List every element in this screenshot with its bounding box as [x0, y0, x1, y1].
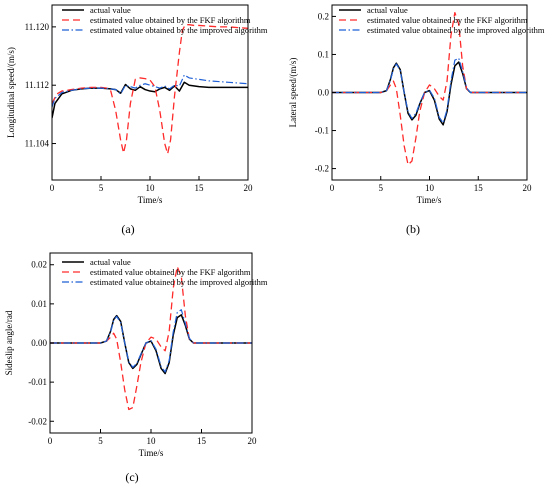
- legend-label-actual: actual value: [90, 257, 131, 267]
- legend-label-improved: estimated value obtained by the improved…: [90, 25, 268, 35]
- x-tick-label: 5: [379, 183, 384, 193]
- x-tick-label: 10: [425, 183, 435, 193]
- legend-label-improved: estimated value obtained by the improved…: [90, 277, 268, 287]
- y-axis-label: Sideslip angle/rad: [4, 310, 14, 375]
- legend-label-fkf: estimated value obtained by the FKF algo…: [367, 15, 528, 25]
- series-line-improved: [332, 57, 527, 124]
- series-line-improved: [52, 74, 248, 108]
- chart-panel-2: 0 5 10 15 20 -0.2 -0.1 0.0 0.1 0.2 Time/s Lateral s…: [288, 4, 545, 236]
- x-tick-label: 5: [99, 183, 104, 193]
- x-tick-label: 20: [244, 183, 254, 193]
- y-tick-label: 11.104: [25, 139, 50, 149]
- y-tick-label: -0.01: [28, 377, 47, 387]
- panel-label: (a): [121, 222, 134, 236]
- x-tick-label: 5: [98, 436, 103, 446]
- chart-panel-3: 0 5 10 15 20 -0.02 -0.01 0.00 0.01 0.02 Time/s Side…: [4, 252, 268, 484]
- y-tick-label: 0.02: [31, 260, 47, 270]
- x-tick-label: 15: [474, 183, 484, 193]
- series-line-fkf: [50, 266, 252, 411]
- chart-panel-1: 0 5 10 15 20 11.104 11.112 11.120 Time/s Longitud…: [6, 4, 268, 236]
- x-tick-label: 0: [48, 436, 53, 446]
- x-tick-label: 15: [195, 183, 205, 193]
- x-axis-label: Time/s: [417, 195, 442, 205]
- x-axis-label: Time/s: [139, 448, 164, 458]
- y-tick-label: 0.00: [31, 338, 47, 348]
- series-line-actual: [332, 61, 527, 126]
- y-tick-label: 0.1: [318, 49, 329, 59]
- x-tick-label: 10: [147, 436, 157, 446]
- series-line-improved: [50, 309, 252, 373]
- legend-label-actual: actual value: [367, 5, 408, 15]
- y-tick-label: -0.1: [315, 126, 329, 136]
- x-axis-label: Time/s: [138, 195, 163, 205]
- legend-label-fkf: estimated value obtained by the FKF algo…: [90, 15, 251, 25]
- y-axis-label: Lateral speed/(m/s): [288, 58, 298, 128]
- series-line-actual: [50, 314, 252, 375]
- x-tick-label: 10: [146, 183, 156, 193]
- panel-label: (c): [125, 470, 138, 484]
- panel-label: (b): [406, 222, 420, 236]
- y-tick-label: 0.2: [318, 11, 329, 21]
- legend-label-actual: actual value: [90, 5, 131, 15]
- x-tick-label: 20: [523, 183, 533, 193]
- y-tick-label: 0.0: [318, 88, 330, 98]
- series-line-fkf: [332, 11, 527, 166]
- x-tick-label: 0: [330, 183, 335, 193]
- legend-label-fkf: estimated value obtained by the FKF algo…: [90, 267, 251, 277]
- y-tick-label: 0.01: [31, 299, 47, 309]
- y-tick-label: 11.112: [25, 80, 49, 90]
- x-tick-label: 15: [197, 436, 207, 446]
- x-tick-label: 0: [50, 183, 55, 193]
- y-axis-label: Longitudinal speed/(m/s): [6, 47, 16, 138]
- legend-label-improved: estimated value obtained by the improved…: [367, 25, 545, 35]
- y-tick-label: -0.02: [28, 416, 47, 426]
- y-tick-label: 11.120: [25, 22, 50, 32]
- x-tick-label: 20: [248, 436, 258, 446]
- y-tick-label: -0.2: [315, 164, 329, 174]
